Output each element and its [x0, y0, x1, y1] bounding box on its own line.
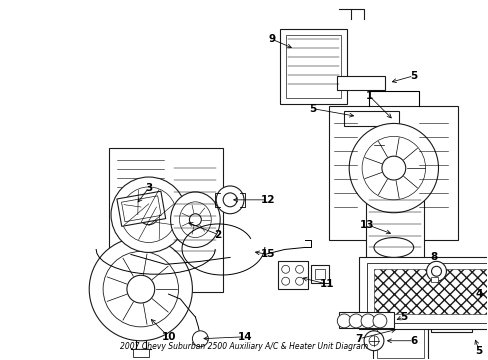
Bar [328, 105, 457, 239]
Ellipse shape [139, 205, 158, 225]
Ellipse shape [121, 187, 176, 243]
Bar [358, 257, 488, 329]
Ellipse shape [381, 156, 405, 180]
Bar [372, 284, 427, 360]
Text: 10: 10 [161, 332, 176, 342]
Text: 3: 3 [145, 183, 152, 193]
Text: 4: 4 [474, 289, 482, 299]
Ellipse shape [337, 314, 350, 328]
Circle shape [295, 277, 303, 285]
Text: 15: 15 [260, 249, 275, 260]
Bar [429, 277, 438, 282]
Text: 9: 9 [268, 34, 275, 44]
Text: 11: 11 [320, 279, 334, 289]
Bar [339, 312, 393, 328]
Text: 5: 5 [399, 312, 407, 322]
Ellipse shape [170, 192, 220, 247]
Bar [277, 261, 307, 289]
Text: 8: 8 [429, 252, 436, 262]
Ellipse shape [372, 314, 386, 328]
Circle shape [127, 275, 154, 303]
Bar [337, 76, 384, 90]
Ellipse shape [361, 136, 425, 200]
Bar [429, 267, 471, 332]
Circle shape [368, 336, 378, 346]
Circle shape [431, 266, 441, 276]
Circle shape [295, 265, 303, 273]
Circle shape [223, 193, 237, 207]
Text: 5: 5 [474, 346, 482, 356]
Bar [366, 193, 423, 272]
Ellipse shape [348, 314, 362, 328]
Text: 14: 14 [237, 332, 252, 342]
Ellipse shape [111, 177, 186, 252]
Bar [366, 264, 488, 323]
Circle shape [103, 251, 178, 327]
Text: 12: 12 [260, 195, 275, 205]
Bar [311, 265, 328, 283]
Bar [376, 288, 423, 357]
Bar [279, 29, 346, 104]
Ellipse shape [360, 314, 374, 328]
Bar [121, 196, 161, 222]
Text: 2: 2 [214, 230, 222, 239]
Ellipse shape [189, 214, 201, 226]
Text: 7: 7 [355, 334, 362, 344]
Text: 5: 5 [409, 71, 416, 81]
Circle shape [281, 265, 289, 273]
Circle shape [364, 331, 383, 351]
Circle shape [426, 261, 446, 281]
Ellipse shape [348, 123, 438, 213]
Text: 13: 13 [359, 220, 373, 230]
Bar [117, 191, 165, 226]
Ellipse shape [179, 202, 211, 238]
Circle shape [281, 277, 289, 285]
Bar [344, 111, 398, 126]
Bar [285, 35, 341, 98]
Bar [434, 271, 468, 328]
Circle shape [89, 238, 192, 341]
Text: 2007 Chevy Suburban 2500 Auxiliary A/C & Heater Unit Diagram: 2007 Chevy Suburban 2500 Auxiliary A/C &… [120, 342, 368, 351]
Bar [133, 349, 148, 357]
Text: 5: 5 [308, 104, 315, 113]
Bar [315, 269, 325, 279]
Text: 1: 1 [365, 91, 372, 101]
Circle shape [216, 186, 244, 214]
Ellipse shape [373, 238, 413, 257]
Bar [109, 148, 223, 292]
Text: 6: 6 [409, 336, 416, 346]
Circle shape [192, 331, 208, 347]
Bar [373, 269, 487, 314]
